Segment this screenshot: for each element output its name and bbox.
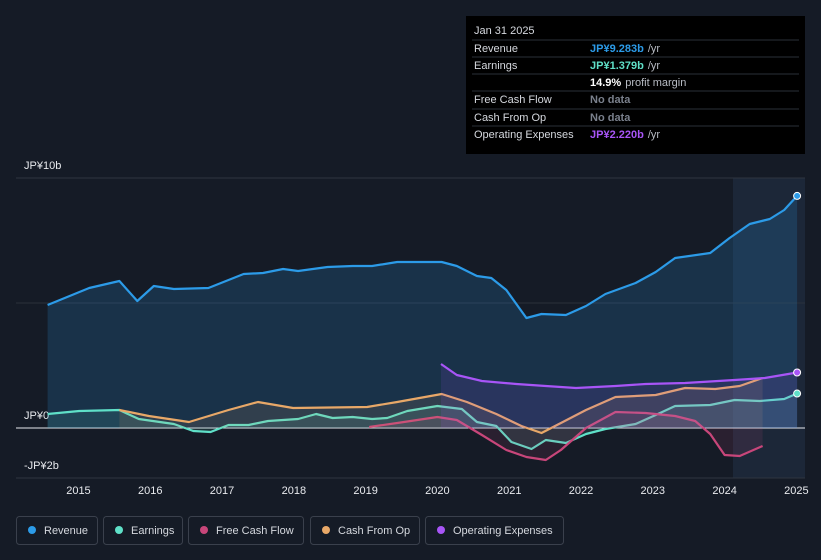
series-line bbox=[47, 195, 798, 320]
tooltip-label: Operating Expenses bbox=[474, 129, 574, 141]
series-line bbox=[440, 363, 798, 390]
y-tick-label: JP¥0 bbox=[24, 410, 49, 422]
series-area bbox=[369, 412, 763, 460]
series-line bbox=[47, 392, 798, 451]
tooltip-value: 14.9% profit margin bbox=[590, 77, 686, 89]
tooltip-bg bbox=[466, 16, 805, 154]
value: 14.9% bbox=[590, 77, 621, 89]
x-tick-label: 2022 bbox=[569, 485, 593, 497]
legend-label: Cash From Op bbox=[338, 525, 410, 537]
legend-box bbox=[103, 516, 183, 545]
value: No data bbox=[590, 94, 631, 106]
y-tick-label: -JP¥2b bbox=[24, 460, 59, 472]
end-dot bbox=[793, 191, 802, 200]
x-tick-label: 2020 bbox=[425, 485, 449, 497]
x-tick-label: 2017 bbox=[210, 485, 234, 497]
x-tick-label: 2023 bbox=[641, 485, 665, 497]
tooltip-label: Cash From Op bbox=[474, 112, 546, 124]
value: JP¥2.220b bbox=[590, 129, 644, 141]
end-dot bbox=[793, 368, 802, 377]
series-area bbox=[441, 364, 798, 428]
series-area bbox=[47, 195, 798, 428]
tooltip-value: JP¥2.220b/yr bbox=[590, 129, 660, 141]
value: JP¥1.379b bbox=[590, 60, 644, 72]
tooltip-label: Revenue bbox=[474, 43, 518, 55]
legend-swatch bbox=[437, 526, 445, 534]
x-tick-label: 2024 bbox=[712, 485, 736, 497]
x-tick-label: 2018 bbox=[282, 485, 306, 497]
unit: /yr bbox=[648, 43, 661, 55]
series-line bbox=[369, 410, 764, 462]
tooltip-label: Free Cash Flow bbox=[474, 94, 552, 106]
unit: /yr bbox=[648, 129, 661, 141]
x-tick-label: 2021 bbox=[497, 485, 521, 497]
unit: profit margin bbox=[625, 77, 686, 89]
series-line bbox=[119, 376, 763, 435]
value: No data bbox=[590, 112, 631, 124]
legend-swatch bbox=[115, 526, 123, 534]
tooltip-value: JP¥9.283b/yr bbox=[590, 43, 660, 55]
tooltip-value: JP¥1.379b/yr bbox=[590, 60, 660, 72]
legend-item: Revenue bbox=[16, 516, 98, 545]
legend-swatch bbox=[322, 526, 330, 534]
legend-item: Cash From Op bbox=[310, 516, 420, 545]
y-tick-label: JP¥10b bbox=[24, 160, 61, 172]
legend-swatch bbox=[28, 526, 36, 534]
tooltip-title: Jan 31 2025 bbox=[474, 25, 535, 37]
series-area bbox=[47, 393, 798, 449]
legend-item: Free Cash Flow bbox=[188, 516, 304, 545]
x-tick-label: 2015 bbox=[66, 485, 90, 497]
unit: /yr bbox=[648, 60, 661, 72]
tooltip: Jan 31 2025 Revenue JP¥9.283b/yr Earnings JP… bbox=[466, 16, 805, 154]
legend-swatch bbox=[200, 526, 208, 534]
legend-box bbox=[16, 516, 98, 545]
tooltip-value: No data bbox=[590, 94, 631, 106]
tooltip-value: No data bbox=[590, 112, 631, 124]
legend-label: Earnings bbox=[131, 525, 175, 537]
legend-box bbox=[310, 516, 420, 545]
series-area bbox=[119, 378, 763, 433]
legend-box bbox=[425, 516, 564, 545]
legend-item: Earnings bbox=[103, 516, 183, 545]
end-dot bbox=[793, 389, 802, 398]
x-tick-label: 2025 bbox=[784, 485, 808, 497]
tooltip-label: Earnings bbox=[474, 60, 518, 72]
legend-label: Free Cash Flow bbox=[216, 525, 294, 537]
x-tick-label: 2016 bbox=[138, 485, 162, 497]
value: JP¥9.283b bbox=[590, 43, 644, 55]
legend-label: Operating Expenses bbox=[453, 525, 553, 537]
legend-label: Revenue bbox=[44, 525, 88, 537]
legend-box bbox=[188, 516, 304, 545]
x-tick-label: 2019 bbox=[353, 485, 377, 497]
legend-item: Operating Expenses bbox=[425, 516, 564, 545]
